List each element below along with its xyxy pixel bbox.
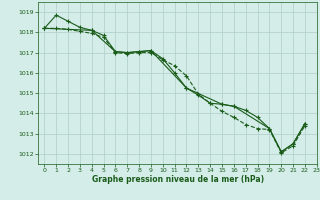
X-axis label: Graphe pression niveau de la mer (hPa): Graphe pression niveau de la mer (hPa) [92,175,264,184]
